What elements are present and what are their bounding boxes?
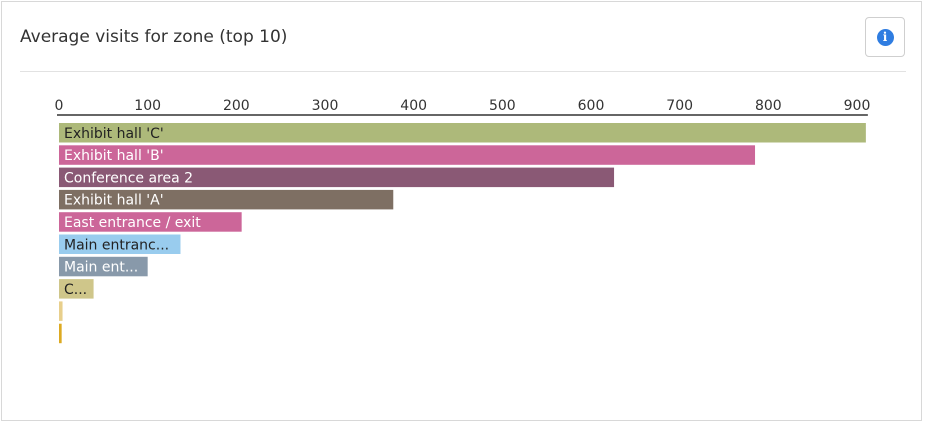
bar[interactable] <box>59 167 615 188</box>
x-tick-label: 600 <box>578 98 605 114</box>
x-tick-label: 0 <box>55 98 64 114</box>
bar-label: Main entranc... <box>64 237 169 253</box>
bar[interactable] <box>59 234 181 255</box>
x-tick-label: 800 <box>755 98 782 114</box>
info-button[interactable]: i <box>865 17 905 57</box>
bar-label: Main ent... <box>64 260 138 276</box>
x-tick-label: 400 <box>400 98 427 114</box>
x-tick-label: 300 <box>312 98 339 114</box>
x-tick-label: 200 <box>223 98 250 114</box>
bar-label: East entrance / exit <box>64 215 201 231</box>
bar-label: C... <box>64 282 87 298</box>
x-tick-label: 100 <box>134 98 161 114</box>
title-divider <box>20 71 906 72</box>
bar-label: Conference area 2 <box>64 170 193 186</box>
x-tick-label: 700 <box>666 98 693 114</box>
bar[interactable] <box>59 279 94 299</box>
bar[interactable] <box>59 145 756 165</box>
bar[interactable] <box>59 189 394 210</box>
info-icon: i <box>876 28 894 46</box>
card-title: Average visits for zone (top 10) <box>20 27 288 47</box>
bar-label: Exhibit hall 'A' <box>64 193 164 209</box>
bar[interactable] <box>59 123 866 143</box>
bar[interactable] <box>59 323 62 344</box>
x-tick-label: 900 <box>844 98 871 114</box>
x-tick-label: 500 <box>489 98 516 114</box>
bar-label: Exhibit hall 'C' <box>64 126 164 142</box>
bar[interactable] <box>59 212 242 232</box>
bar[interactable] <box>59 256 148 277</box>
bar[interactable] <box>59 301 63 321</box>
bar-label: Exhibit hall 'B' <box>64 148 164 164</box>
